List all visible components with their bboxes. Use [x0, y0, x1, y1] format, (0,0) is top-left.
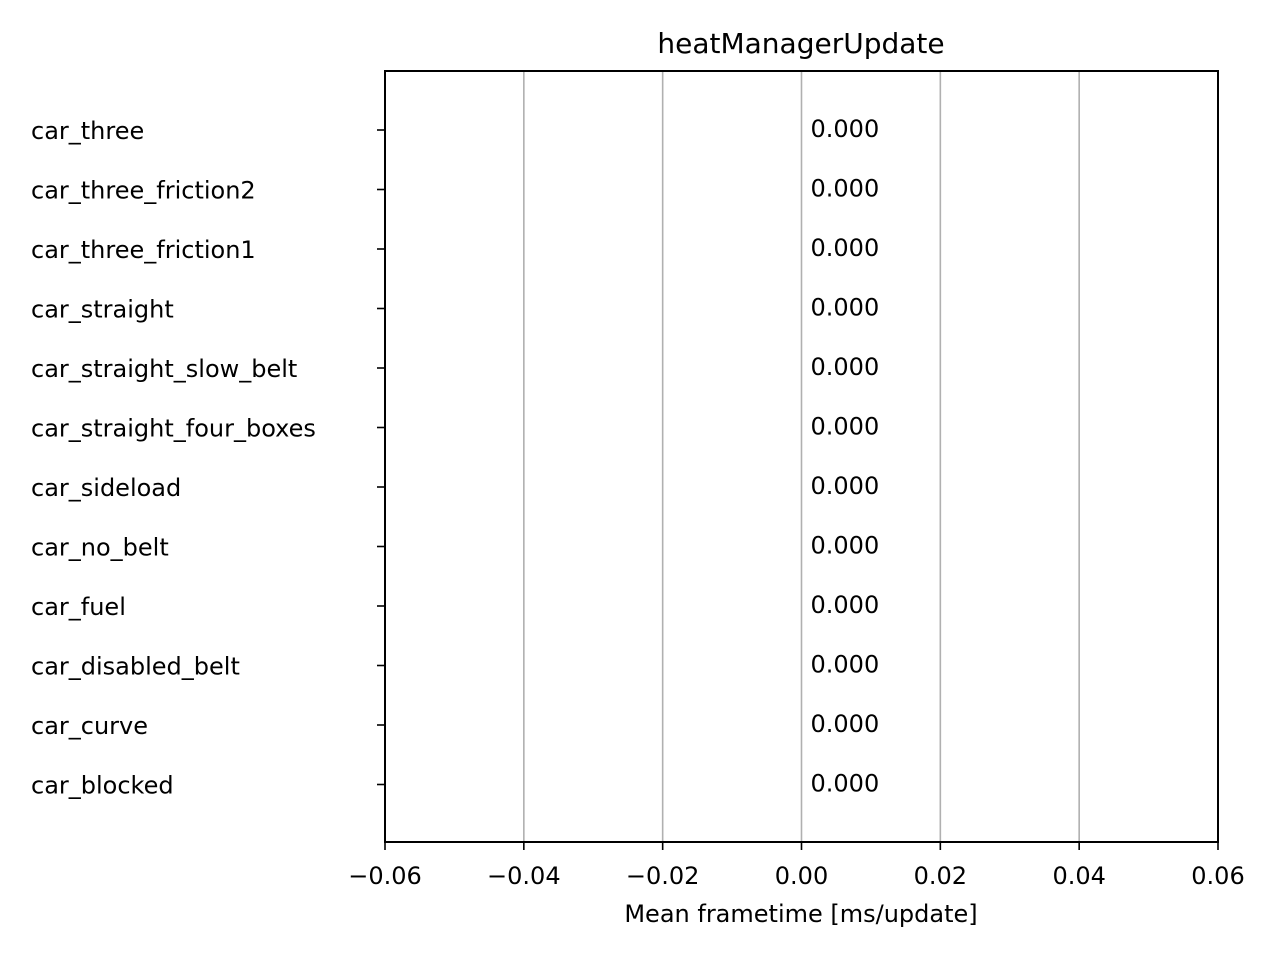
- x-tick-label: −0.06: [348, 862, 422, 890]
- data-label: 0.000: [811, 175, 880, 203]
- data-label: 0.000: [811, 115, 880, 143]
- y-tick-label: car_straight_four_boxes: [31, 415, 316, 443]
- data-label: 0.000: [811, 532, 880, 560]
- data-label: 0.000: [811, 591, 880, 619]
- y-tick-label: car_disabled_belt: [31, 653, 240, 681]
- data-label: 0.000: [811, 710, 880, 738]
- y-tick-label: car_blocked: [31, 772, 174, 800]
- x-tick-label: 0.06: [1191, 862, 1244, 890]
- y-tick-label: car_three: [31, 117, 144, 145]
- y-tick-label: car_curve: [31, 712, 148, 740]
- x-axis-label: Mean frametime [ms/update]: [624, 900, 977, 928]
- y-axis-ticks: car_three car_three_friction2 car_three_fr…: [31, 117, 385, 800]
- grid-lines: [523, 71, 1080, 842]
- y-tick-label: car_three_friction2: [31, 177, 256, 205]
- data-label: 0.000: [811, 770, 880, 798]
- y-tick-label: car_straight_slow_belt: [31, 355, 297, 383]
- y-tick-label: car_no_belt: [31, 534, 169, 562]
- data-label: 0.000: [811, 353, 880, 381]
- y-tick-label: car_fuel: [31, 593, 126, 621]
- data-label: 0.000: [811, 294, 880, 322]
- data-label: 0.000: [811, 413, 880, 441]
- y-tick-label: car_sideload: [31, 474, 181, 502]
- x-tick-label: −0.04: [487, 862, 561, 890]
- data-label: 0.000: [811, 234, 880, 262]
- value-labels: 0.000 0.000 0.000 0.000 0.000 0.000 0.000 0.000…: [811, 115, 880, 798]
- x-tick-label: 0.04: [1052, 862, 1105, 890]
- x-tick-label: 0.00: [775, 862, 828, 890]
- x-axis-ticks: −0.06 −0.04 −0.02 0.00 0.02 0.04 0.06: [348, 842, 1245, 890]
- y-tick-label: car_straight: [31, 296, 174, 324]
- x-tick-label: 0.02: [914, 862, 967, 890]
- chart-title: heatManagerUpdate: [657, 27, 944, 60]
- y-tick-label: car_three_friction1: [31, 236, 256, 264]
- data-label: 0.000: [811, 472, 880, 500]
- data-label: 0.000: [811, 651, 880, 679]
- x-tick-label: −0.02: [626, 862, 700, 890]
